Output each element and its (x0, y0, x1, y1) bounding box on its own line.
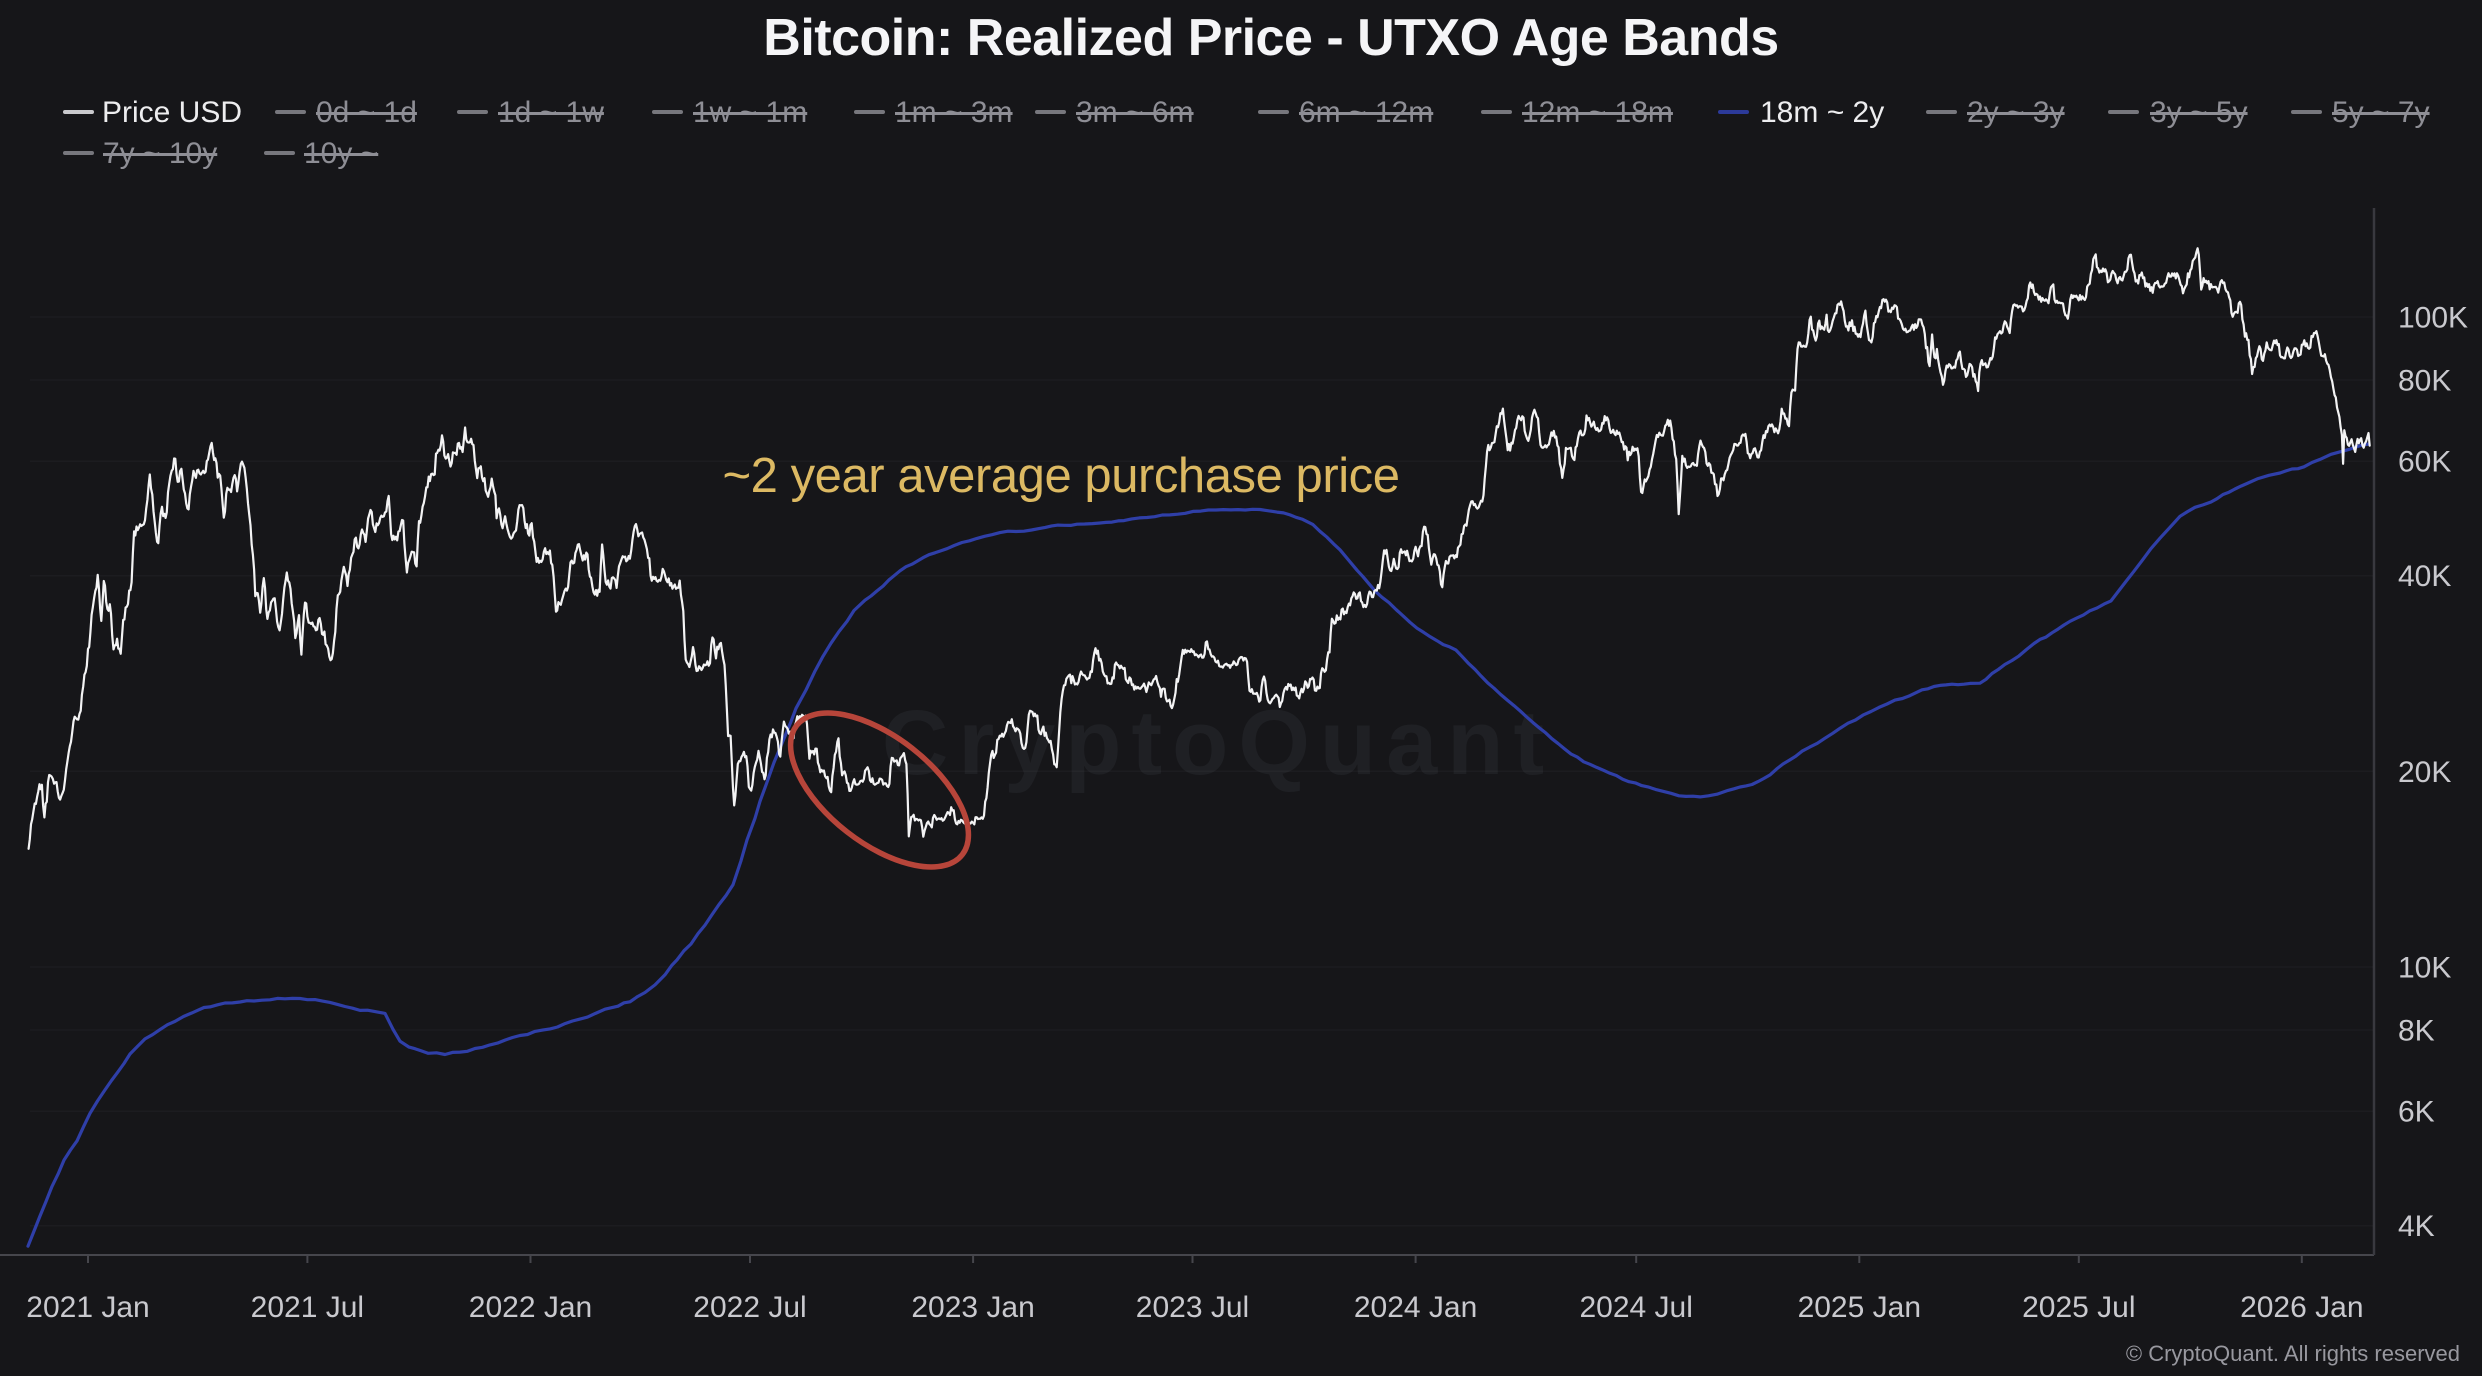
svg-text:~2 year average purchase price: ~2 year average purchase price (723, 449, 1400, 503)
svg-text:2022 Jul: 2022 Jul (693, 1291, 806, 1324)
svg-text:2026 Jan: 2026 Jan (2240, 1291, 2363, 1324)
svg-text:4K: 4K (2398, 1210, 2435, 1243)
svg-text:CryptoQuant: CryptoQuant (882, 692, 1554, 794)
svg-text:40K: 40K (2398, 560, 2451, 593)
svg-text:10K: 10K (2398, 952, 2451, 985)
svg-text:2024 Jul: 2024 Jul (1579, 1291, 1692, 1324)
svg-text:2025 Jan: 2025 Jan (1798, 1291, 1921, 1324)
svg-text:60K: 60K (2398, 446, 2451, 479)
svg-text:2022 Jan: 2022 Jan (469, 1291, 592, 1324)
svg-text:2023 Jan: 2023 Jan (911, 1291, 1034, 1324)
svg-text:8K: 8K (2398, 1015, 2435, 1048)
svg-text:6K: 6K (2398, 1096, 2435, 1129)
svg-text:2025 Jul: 2025 Jul (2022, 1291, 2135, 1324)
svg-text:80K: 80K (2398, 365, 2451, 398)
svg-text:2021 Jul: 2021 Jul (251, 1291, 364, 1324)
svg-text:20K: 20K (2398, 756, 2451, 789)
svg-text:2023 Jul: 2023 Jul (1136, 1291, 1249, 1324)
svg-text:100K: 100K (2398, 302, 2468, 335)
svg-text:2024 Jan: 2024 Jan (1354, 1291, 1477, 1324)
svg-text:2021 Jan: 2021 Jan (26, 1291, 149, 1324)
